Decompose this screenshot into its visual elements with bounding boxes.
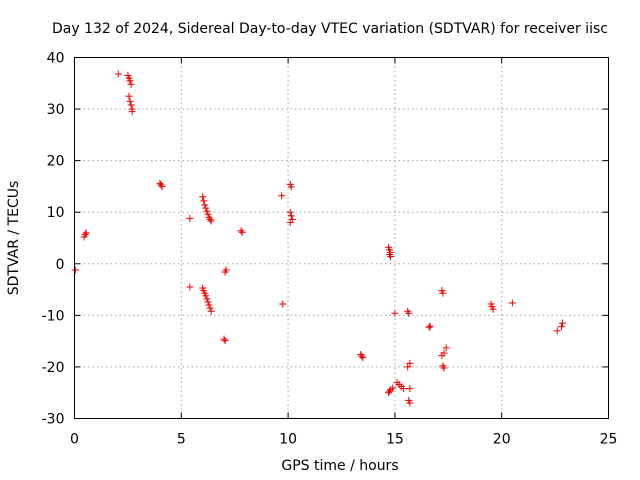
data-point [237, 227, 245, 235]
y-tick-label: 20 [47, 154, 65, 170]
axis-ticks [74, 57, 609, 419]
data-point [287, 212, 295, 220]
data-point [425, 323, 433, 331]
data-point [199, 193, 207, 201]
data-point [202, 204, 210, 212]
y-axis-tick-labels: -30 -20 -10 0 10 20 30 40 [42, 51, 65, 428]
data-point [389, 384, 397, 392]
data-point [387, 253, 395, 261]
data-point [405, 309, 413, 317]
y-tick-label: -20 [42, 360, 65, 376]
data-point [81, 230, 89, 238]
data-point [359, 354, 367, 362]
data-point [391, 309, 399, 317]
data-point [206, 304, 214, 312]
data-point [158, 182, 166, 190]
data-point [202, 292, 210, 300]
data-point [206, 215, 214, 223]
y-tick-label: 10 [47, 205, 65, 221]
data-point [204, 298, 212, 306]
data-points [72, 70, 567, 407]
x-tick-label: 5 [177, 432, 186, 448]
data-point [186, 283, 194, 291]
data-point [508, 299, 516, 307]
data-point [220, 335, 228, 343]
data-point [221, 268, 229, 276]
data-point [128, 108, 136, 116]
x-axis-tick-labels: 0 5 10 15 20 25 [70, 432, 617, 448]
data-point [204, 210, 212, 218]
data-point [406, 359, 414, 367]
data-point [439, 289, 447, 297]
data-point [125, 92, 133, 100]
data-point [157, 181, 165, 189]
data-point [127, 80, 135, 88]
x-tick-label: 25 [600, 432, 618, 448]
data-point [426, 322, 434, 330]
data-point [406, 385, 414, 393]
y-tick-label: 40 [47, 51, 65, 67]
y-tick-label: -30 [42, 412, 65, 428]
data-point [200, 197, 208, 205]
data-point [286, 208, 294, 216]
data-point [186, 214, 194, 222]
x-tick-label: 10 [279, 432, 297, 448]
y-axis-title: SDTVAR / TECUs [6, 181, 22, 296]
data-point [72, 266, 80, 274]
data-point [559, 319, 567, 327]
data-point [203, 207, 211, 215]
data-point [287, 183, 295, 191]
y-tick-label: 0 [56, 257, 65, 273]
data-point [489, 305, 497, 313]
y-tick-label: 30 [47, 102, 65, 118]
x-tick-label: 15 [386, 432, 404, 448]
data-point [114, 70, 122, 78]
data-point [406, 399, 414, 407]
data-point [82, 229, 90, 237]
data-point [440, 364, 448, 372]
data-point [238, 228, 246, 236]
data-point [201, 201, 209, 209]
data-point [207, 307, 215, 315]
data-point [126, 97, 134, 105]
data-point [404, 363, 412, 371]
data-point [558, 323, 566, 331]
x-tick-label: 0 [70, 432, 79, 448]
data-point [126, 77, 134, 85]
y-tick-label: -10 [42, 308, 65, 324]
data-point [279, 300, 287, 308]
data-point [203, 295, 211, 303]
data-point [278, 192, 286, 200]
data-point [553, 327, 561, 335]
data-point [438, 352, 446, 360]
data-point [358, 352, 366, 360]
data-point [205, 301, 213, 309]
data-point [399, 385, 407, 393]
data-point [127, 101, 135, 109]
x-axis-title: GPS time / hours [281, 458, 398, 474]
plot-frame [74, 57, 609, 419]
x-tick-label: 20 [493, 432, 511, 448]
chart-title: Day 132 of 2024, Sidereal Day-to-day VTE… [52, 21, 608, 37]
data-point [286, 219, 294, 227]
data-point [442, 344, 450, 352]
data-point [221, 337, 229, 345]
data-point [386, 387, 394, 395]
data-point [207, 217, 215, 225]
grid-lines [74, 57, 609, 419]
